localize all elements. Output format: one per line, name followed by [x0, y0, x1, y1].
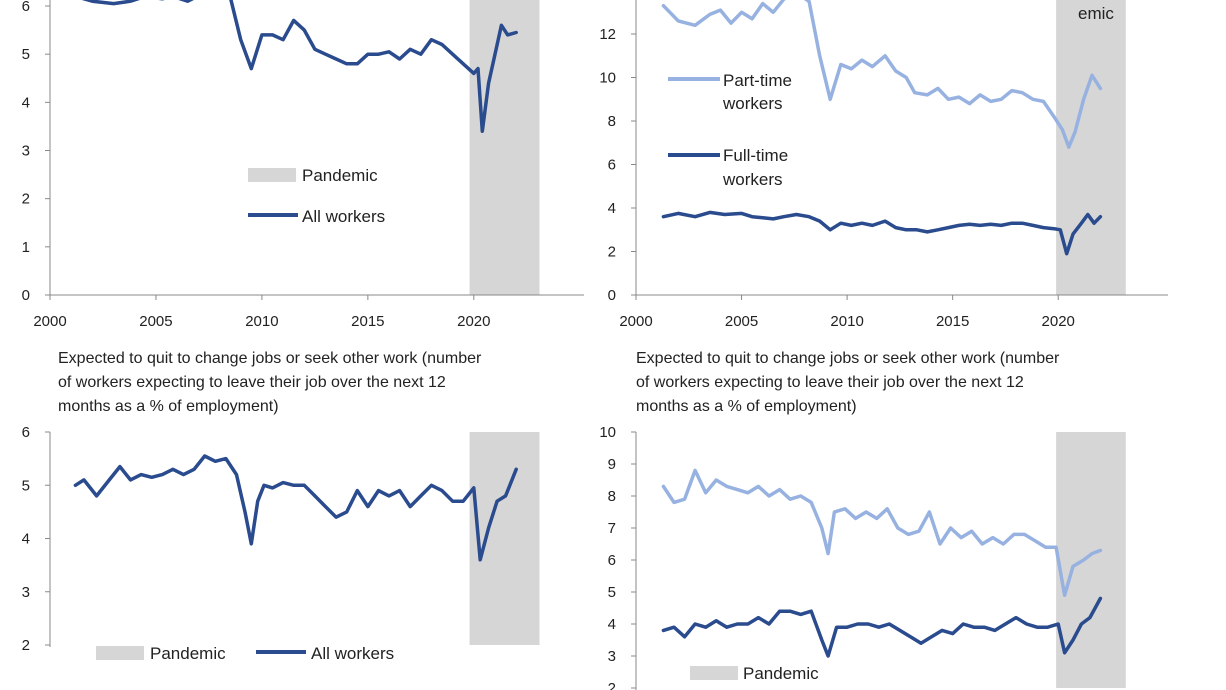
- panel1-y-tick-label: 2: [22, 191, 30, 208]
- panel1-y-tick-label: 0: [22, 287, 30, 304]
- panel2-x-tick-label: 2015: [936, 313, 969, 330]
- panel2-series-line-light: [661, 0, 1103, 149]
- panel4-y-tick-label: 10: [599, 424, 616, 441]
- panel2-parttime-label-1: Part-time: [723, 71, 792, 90]
- chart-panel-4: 2 3 4 5 6 7 8 9 10: [599, 424, 1126, 690]
- panel3-pandemic-shade: [469, 432, 540, 645]
- panel1-y-tick-label: 5: [22, 46, 30, 63]
- panel3-y-tick-label: 2: [22, 637, 30, 654]
- panel2-shade-label: emic: [1078, 4, 1114, 23]
- panel2-x-tick-label: 2005: [725, 313, 758, 330]
- panel2-y-tick-label: 2: [608, 244, 616, 261]
- panel2-x-tick-label: 2000: [619, 313, 652, 330]
- panel3-title-line-2: of workers expecting to leave their job …: [58, 374, 446, 391]
- panel1-y-tick-label: 6: [22, 0, 30, 15]
- panel4-y-tick-label: 7: [608, 520, 616, 537]
- panel2-y-tick-label: 10: [599, 70, 616, 87]
- chart-panel-1: 2000 2005 2010 2015 2020 0 1 2 3 4 5 6: [22, 0, 584, 330]
- panel4-y-tick-label: 3: [608, 648, 616, 665]
- panel1-y-tick-label: 4: [22, 94, 30, 111]
- panel1-x-tick-label: 2010: [245, 313, 278, 330]
- panel4-y-tick-label: 9: [608, 456, 616, 473]
- panel2-x-tick-label: 2020: [1042, 313, 1075, 330]
- panel1-series-line-dark: [81, 0, 518, 133]
- panel4-y-tick-label: 4: [608, 616, 616, 633]
- panel2-x-tick-label: 2010: [830, 313, 863, 330]
- panel3-y-tick-label: 4: [22, 531, 30, 548]
- panel3-legend-pandemic-swatch: [96, 646, 144, 660]
- panel4-series-line-dark: [661, 596, 1103, 658]
- panel1-legend-pandemic-label: Pandemic: [302, 166, 378, 185]
- panel4-title: Expected to quit to change jobs or seek …: [636, 350, 1060, 415]
- panel4-legend: Pandemic: [690, 664, 819, 683]
- panel4-title-line-2: of workers expecting to leave their job …: [636, 374, 1024, 391]
- panel1-legend-all-label: All workers: [302, 207, 385, 226]
- panel4-y-tick-label: 8: [608, 488, 616, 505]
- panel4-legend-pandemic-swatch: [690, 666, 738, 680]
- panel4-series-line-light: [661, 468, 1103, 597]
- panel3-y-tick-label: 5: [22, 477, 30, 494]
- panel4-title-line-1: Expected to quit to change jobs or seek …: [636, 350, 1060, 367]
- panel3-legend: Pandemic All workers: [96, 644, 394, 663]
- panel1-pandemic-shade: [469, 0, 540, 295]
- panel3-legend-pandemic-label: Pandemic: [150, 644, 226, 663]
- panel2-parttime-label-2: workers: [722, 94, 783, 113]
- panel3-title-line-3: months as a % of employment): [58, 398, 279, 415]
- panel3-y-tick-label: 3: [22, 584, 30, 601]
- panel1-y-tick-label: 3: [22, 143, 30, 160]
- panel3-legend-all-label: All workers: [311, 644, 394, 663]
- panel1-x-tick-label: 2000: [33, 313, 66, 330]
- panel2-y-tick-label: 8: [608, 113, 616, 130]
- panel3-series-line-dark: [73, 454, 518, 562]
- panel3-title-line-1: Expected to quit to change jobs or seek …: [58, 350, 482, 367]
- panel4-title-line-3: months as a % of employment): [636, 398, 857, 415]
- panel4-y-tick-label: 5: [608, 584, 616, 601]
- panel2-fulltime-label-1: Full-time: [723, 146, 788, 165]
- panel1-legend-pandemic-swatch: [248, 168, 296, 182]
- panel2-y-tick-label: 12: [599, 26, 616, 43]
- panel2-y-tick-label: 4: [608, 200, 616, 217]
- panel3-y-tick-label: 6: [22, 424, 30, 441]
- panel2-y-tick-label: 6: [608, 157, 616, 174]
- panel2-labels: emic Part-time workers Full-time workers: [668, 4, 1114, 189]
- panel1-x-tick-label: 2015: [351, 313, 384, 330]
- chart-panel-3: 2 3 4 5 6: [22, 424, 540, 654]
- panel1-legend: Pandemic All workers: [248, 166, 385, 226]
- panel4-y-tick-label: 6: [608, 552, 616, 569]
- panel2-fulltime-label-2: workers: [722, 170, 783, 189]
- panel3-title: Expected to quit to change jobs or seek …: [58, 350, 482, 415]
- panel1-y-tick-label: 1: [22, 239, 30, 256]
- panel2-y-tick-label: 0: [608, 287, 616, 304]
- chart-panel-2: 2000 2005 2010 2015 2020 0 2 4 6 8 10 12: [599, 0, 1168, 330]
- panel1-x-tick-label: 2005: [139, 313, 172, 330]
- panel4-y-tick-label: 2: [608, 680, 616, 690]
- panel2-series-line-dark: [661, 210, 1103, 256]
- panel4-legend-pandemic-label: Pandemic: [743, 664, 819, 683]
- panel1-x-tick-label: 2020: [457, 313, 490, 330]
